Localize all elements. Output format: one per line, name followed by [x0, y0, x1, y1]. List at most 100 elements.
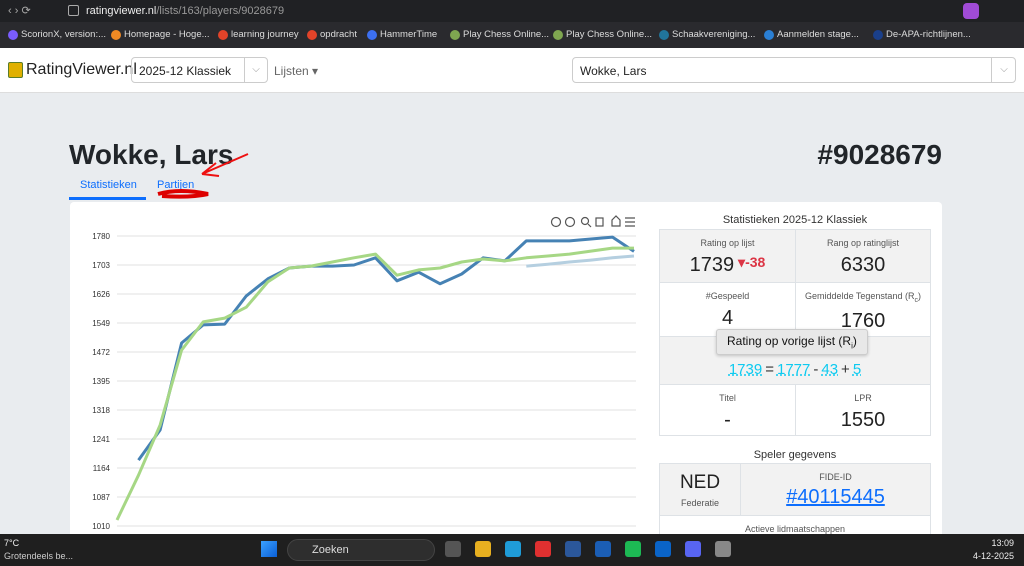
bookmark-icon	[307, 30, 317, 40]
federation: NED	[679, 472, 721, 493]
bookmark[interactable]: ScorionX, version:...	[21, 29, 107, 40]
lpr: 1550	[840, 409, 886, 431]
taskbar-app[interactable]	[685, 541, 701, 557]
lock-icon	[68, 5, 79, 16]
avg-sub: c	[914, 296, 918, 304]
formula-value[interactable]: 5	[852, 361, 862, 378]
taskbar-app[interactable]	[505, 541, 521, 557]
tab-active[interactable]: Statistieken	[80, 179, 137, 191]
tab[interactable]: Partijen	[157, 179, 195, 191]
fide-id[interactable]: #40115445	[786, 486, 885, 508]
url[interactable]: ratingviewer.nl/lists/163/players/902867…	[86, 5, 284, 17]
bookmark[interactable]: Play Chess Online...	[566, 29, 653, 40]
lpr-cell: LPR 1550	[795, 384, 931, 436]
rank-label: Rang op ratinglijst	[826, 238, 900, 248]
url-path: /lists/163/players/9028679	[156, 5, 285, 17]
red-scribble	[157, 189, 209, 199]
bookmark[interactable]: Homepage - Hoge...	[124, 29, 210, 40]
formula-value[interactable]: 1777	[776, 361, 811, 378]
y-tick-label: 1472	[92, 348, 110, 357]
taskbar-app[interactable]	[625, 541, 641, 557]
player-select-text: Wokke, Lars	[580, 64, 647, 78]
rating-row: 1739 ▾-38	[689, 254, 766, 276]
bookmarks-bar: ScorionX, version:... Homepage - Hoge... l…	[0, 22, 1024, 48]
brand[interactable]: RatingViewer.nl	[26, 61, 137, 78]
played-cell: #Gespeeld 4	[659, 282, 796, 337]
y-tick-label: 1626	[92, 290, 110, 299]
stats-title: Statistieken 2025-12 Klassiek	[722, 214, 868, 226]
rank: 6330	[840, 254, 886, 276]
y-tick-label: 1549	[92, 319, 110, 328]
tooltip-text: Rating op vorige lijst (R	[727, 334, 852, 348]
rank-cell: Rang op ratinglijst 6330	[795, 229, 931, 283]
lists-menu-text: Lijsten	[274, 64, 309, 78]
bookmark-icon	[8, 30, 18, 40]
y-tick-label: 1164	[93, 464, 111, 473]
y-tick-label: 1010	[92, 522, 110, 531]
title-label: Titel	[719, 393, 736, 403]
memberships: Actieve lidmaatschappen	[744, 524, 846, 534]
federation-cell: NED Federatie	[659, 463, 741, 516]
federation-label: Federatie	[680, 498, 720, 508]
start-button[interactable]	[261, 541, 277, 557]
lists-menu[interactable]: Lijsten ▾	[274, 64, 319, 78]
title-cell: Titel -	[659, 384, 796, 436]
y-tick-label: 1703	[92, 261, 110, 270]
taskbar-app[interactable]	[655, 541, 671, 557]
time: 13:09	[991, 538, 1014, 548]
bookmark[interactable]: Aanmelden stage...	[777, 29, 859, 40]
rating-label: Rating op lijst	[700, 238, 755, 248]
weather: Grotendeels be...	[4, 551, 74, 561]
url-domain: ratingviewer.nl	[86, 5, 157, 17]
bookmark[interactable]: Schaakvereniging...	[672, 29, 756, 40]
formula-value[interactable]: 43	[821, 361, 839, 378]
taskbar: 7°C Grotendeels be... Zoeken 13:09 4-12-…	[0, 534, 1024, 566]
series-line	[137, 235, 635, 461]
taskbar-app[interactable]	[595, 541, 611, 557]
rating: 1739	[689, 254, 735, 276]
red-arrow	[201, 153, 249, 177]
bookmark[interactable]: De-APA-richtlijnen...	[886, 29, 971, 40]
avg: 1760	[840, 309, 886, 332]
formula-value[interactable]: 1739	[728, 361, 763, 378]
nav-buttons[interactable]: ‹ › ⟳	[8, 5, 31, 17]
played: 4	[721, 307, 734, 329]
date: 4-12-2025	[972, 551, 1014, 561]
bookmark[interactable]: learning journey	[231, 29, 299, 40]
search-box[interactable]: Zoeken	[287, 539, 435, 561]
avg-label: Gemiddelde Tegenstand (Rc)	[796, 291, 930, 304]
annotation	[157, 153, 249, 199]
tooltip-sub: i	[851, 341, 853, 351]
bookmark-icon	[553, 30, 563, 40]
title-value: -	[724, 409, 731, 431]
bookmark[interactable]: opdracht	[320, 29, 357, 40]
y-tick-label: 1780	[92, 232, 110, 241]
bookmark-icon	[764, 30, 774, 40]
temp: 7°C	[4, 538, 20, 548]
player-select[interactable]: Wokke, Lars ⌵	[572, 57, 1016, 83]
player-id: #9028679	[817, 139, 942, 170]
chart-toolbar[interactable]	[550, 215, 636, 228]
profile-icon[interactable]	[963, 3, 979, 19]
taskbar-app[interactable]	[535, 541, 551, 557]
formula-operator: +	[841, 361, 850, 378]
formula: 1739 = 1777-43 +5	[660, 361, 930, 378]
y-tick-label: 1241	[92, 435, 110, 444]
series-line	[526, 254, 635, 268]
bookmark[interactable]: HammerTime	[380, 29, 438, 40]
list-select[interactable]: 2025-12 Klassiek ⌵	[131, 57, 268, 83]
tooltip: Rating op vorige lijst (Ri)	[716, 329, 868, 356]
taskbar-app[interactable]	[475, 541, 491, 557]
bookmark-icon	[218, 30, 228, 40]
y-tick-label: 1087	[92, 493, 110, 502]
taskbar-app[interactable]	[715, 541, 731, 557]
bookmark[interactable]: Play Chess Online...	[463, 29, 550, 40]
tab-underline	[69, 197, 146, 200]
bookmark-icon	[873, 30, 883, 40]
taskbar-app[interactable]	[445, 541, 461, 557]
tooltip-close: )	[852, 334, 857, 348]
search-text: Zoeken	[312, 544, 349, 556]
taskbar-app[interactable]	[565, 541, 581, 557]
avg-close: )	[917, 291, 921, 301]
